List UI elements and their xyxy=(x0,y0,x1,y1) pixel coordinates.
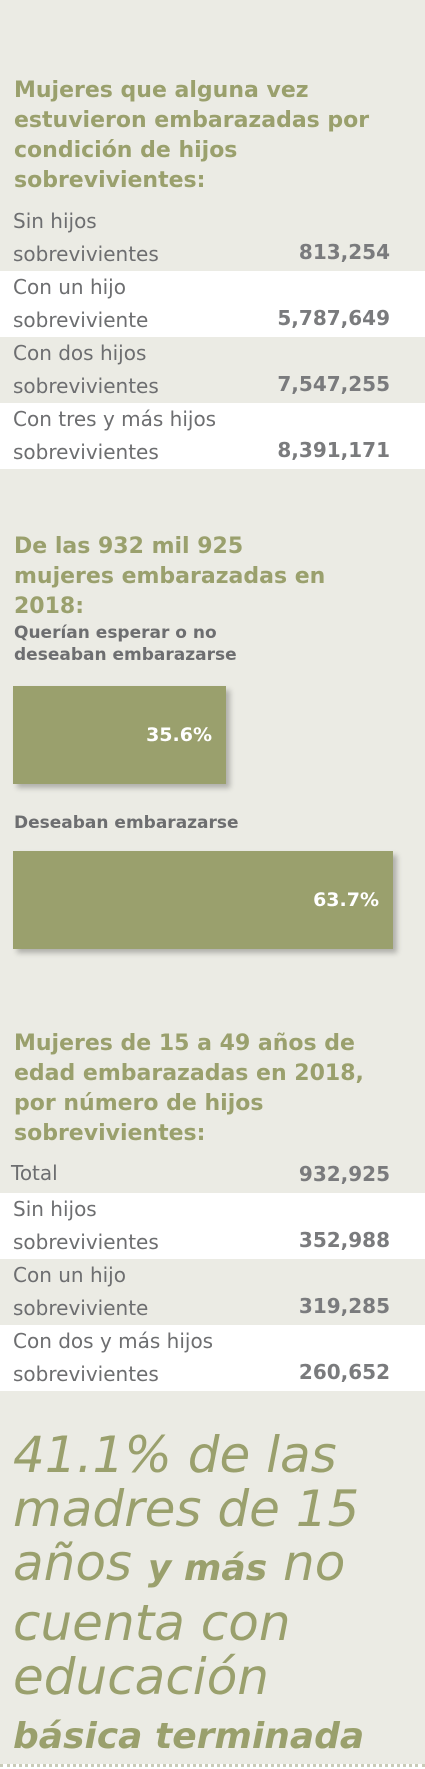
bar1-label: Querían esperar o no deseaban embarazars… xyxy=(14,623,237,665)
quote-part3: no cuenta con educación xyxy=(13,1534,346,1706)
total-label: Total xyxy=(11,1161,58,1185)
table-row: Sin hijos sobrevivientes 813,254 xyxy=(0,205,425,271)
row-label: Sin hijos sobrevivientes xyxy=(13,209,159,266)
table-row: Sin hijos sobrevivientes 352,988 xyxy=(0,1193,425,1259)
table-row: Con un hijo sobreviviente 5,787,649 xyxy=(0,271,425,337)
bar-quisieron-esperar: 35.6% xyxy=(13,686,226,784)
section2-title: De las 932 mil 925 mujeres embarazadas e… xyxy=(14,534,326,619)
section1-title: Mujeres que alguna vez estuvieron embara… xyxy=(14,78,370,193)
row-value: 319,285 xyxy=(298,1294,390,1318)
table-row: Con dos y más hijos sobrevivientes 260,6… xyxy=(0,1325,425,1391)
section3-title: Mujeres de 15 a 49 años de edad embaraza… xyxy=(14,1031,364,1146)
quote-part4: básica terminada xyxy=(13,1716,365,1757)
quote-part1: 41.1% de las madres de 15 años xyxy=(13,1426,360,1592)
row-value: 8,391,171 xyxy=(277,438,390,462)
row-value: 260,652 xyxy=(298,1360,390,1384)
table-row: Con dos hijos sobrevivientes 7,547,255 xyxy=(0,337,425,403)
row-label: Con dos hijos sobrevivientes xyxy=(13,341,159,398)
section1-panel xyxy=(0,0,425,205)
quote-part2: y más xyxy=(147,1548,268,1589)
row-value: 813,254 xyxy=(298,240,390,264)
row-value: 5,787,649 xyxy=(277,306,390,330)
bar-deseaban: 63.7% xyxy=(13,851,393,949)
bar2-value-label: 63.7% xyxy=(313,889,379,911)
table-row-total: Total 932,925 xyxy=(0,1157,425,1193)
row-value: 7,547,255 xyxy=(277,372,390,396)
row-value: 352,988 xyxy=(298,1228,390,1252)
table-row: Con un hijo sobreviviente 319,285 xyxy=(0,1259,425,1325)
row-label: Con tres y más hijos sobrevivientes xyxy=(13,407,217,464)
dotted-divider xyxy=(0,1764,425,1767)
table-row: Con tres y más hijos sobrevivientes 8,39… xyxy=(0,403,425,469)
row-label: Con dos y más hijos sobrevivientes xyxy=(13,1329,214,1386)
bar1-value-label: 35.6% xyxy=(146,724,212,746)
section3-panel xyxy=(0,1001,425,1159)
total-value: 932,925 xyxy=(298,1162,390,1186)
row-label: Sin hijos sobrevivientes xyxy=(13,1197,159,1254)
row-label: Con un hijo sobreviviente xyxy=(13,275,149,332)
row-label: Con un hijo sobreviviente xyxy=(13,1263,149,1320)
bar2-label: Deseaban embarazarse xyxy=(14,813,239,833)
highlight-quote: 41.1% de las madres de 15 años y más no … xyxy=(13,1428,413,1764)
quote-panel xyxy=(0,1391,425,1764)
